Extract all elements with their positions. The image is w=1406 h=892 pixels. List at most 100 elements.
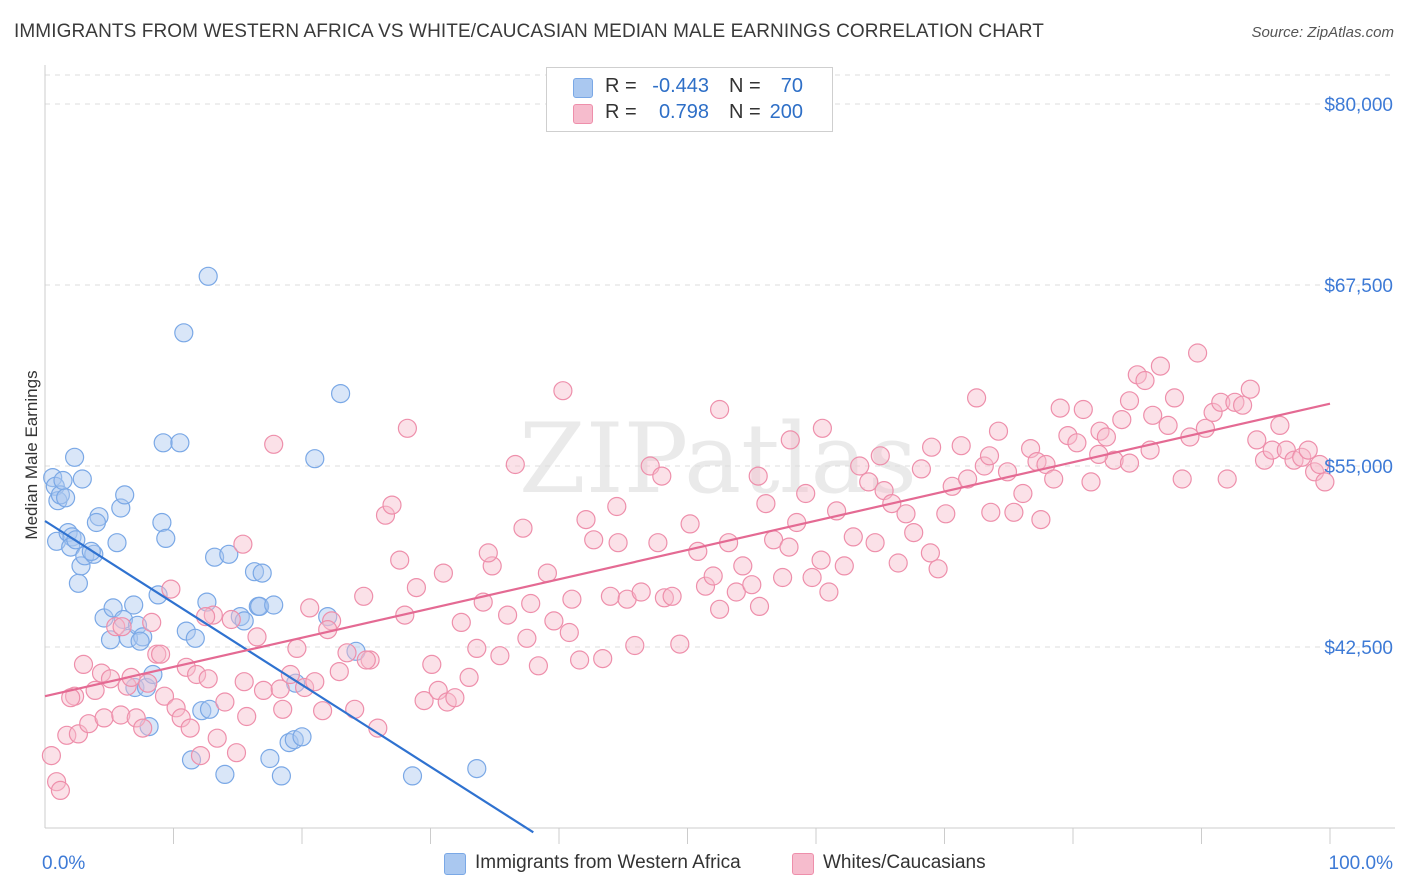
point-whites — [974, 456, 994, 476]
point-immigrants — [260, 748, 280, 769]
point-whites — [414, 690, 434, 711]
point-whites — [498, 605, 518, 625]
point-whites — [936, 504, 956, 524]
point-whites — [756, 494, 776, 514]
point-whites — [1187, 343, 1208, 363]
y-tick-label: $55,000 — [1324, 457, 1393, 478]
point-whites — [1232, 395, 1253, 415]
point-whites — [445, 688, 465, 708]
point-whites — [843, 527, 863, 547]
point-whites — [896, 504, 916, 524]
point-whites — [329, 661, 349, 682]
point-whites — [559, 622, 579, 643]
point-whites — [382, 495, 402, 515]
bottom-legend-label: Immigrants from Western Africa — [475, 852, 741, 873]
point-whites — [478, 543, 498, 563]
point-immigrants — [174, 323, 194, 343]
point-whites — [354, 586, 374, 606]
point-whites — [1164, 388, 1185, 408]
point-whites — [528, 656, 549, 676]
legend-row-immigrants: R = -0.443 N = 70 — [547, 75, 832, 101]
point-immigrants — [55, 488, 76, 508]
point-whites — [865, 533, 885, 553]
point-immigrants — [72, 469, 92, 489]
legend-r-label: R = — [605, 101, 637, 123]
point-whites — [749, 596, 770, 617]
point-whites — [709, 599, 730, 619]
point-whites — [337, 643, 357, 663]
point-whites — [553, 381, 573, 401]
point-whites — [648, 533, 668, 553]
point-whites — [1298, 440, 1318, 460]
point-immigrants — [153, 433, 173, 453]
point-immigrants — [86, 512, 107, 533]
point-whites — [748, 466, 768, 486]
watermark: ZIPatlas — [519, 403, 917, 515]
point-whites — [106, 617, 126, 637]
point-whites — [780, 430, 800, 450]
point-whites — [287, 638, 307, 659]
point-whites — [988, 421, 1009, 441]
point-whites — [61, 688, 81, 708]
point-whites — [812, 418, 833, 438]
point-whites — [607, 496, 627, 517]
y-axis-label: Median Male Earnings — [22, 370, 41, 539]
point-whites — [166, 698, 186, 718]
point-whites — [951, 436, 971, 456]
point-whites — [1050, 398, 1070, 418]
point-whites — [1013, 483, 1033, 504]
point-whites — [198, 669, 218, 689]
point-immigrants — [252, 563, 272, 583]
point-immigrants — [250, 596, 270, 617]
point-whites — [390, 550, 410, 570]
point-whites — [1073, 399, 1093, 420]
point-whites — [1203, 402, 1223, 422]
point-whites — [1172, 469, 1192, 489]
chart-title: IMMIGRANTS FROM WESTERN AFRICA VS WHITE/… — [14, 21, 1044, 42]
legend-r-label: R = — [605, 75, 637, 97]
point-whites — [562, 589, 582, 609]
point-whites — [253, 680, 274, 701]
legend-row-whites: R = 0.798 N = 200 — [547, 101, 832, 127]
point-whites — [1044, 469, 1064, 489]
x-tick-label: 0.0% — [42, 853, 85, 874]
point-whites — [600, 586, 621, 606]
point-whites — [112, 617, 132, 637]
point-whites — [709, 399, 730, 420]
point-whites — [1158, 415, 1178, 435]
point-immigrants — [181, 750, 202, 770]
point-whites — [356, 650, 376, 670]
point-immigrants — [244, 562, 265, 582]
trend-line-whites — [44, 402, 1331, 698]
point-whites — [850, 456, 870, 476]
point-whites — [138, 673, 158, 693]
y-tick-label: $67,500 — [1324, 276, 1393, 297]
point-immigrants — [127, 615, 148, 635]
point-immigrants — [113, 609, 134, 630]
legend-swatch-whites — [573, 104, 593, 124]
point-immigrants — [305, 449, 325, 469]
axes — [44, 65, 1395, 844]
point-whites — [1310, 454, 1330, 475]
point-whites — [779, 537, 799, 557]
point-whites — [234, 672, 254, 692]
point-whites — [593, 648, 613, 669]
correlation-legend: R = -0.443 N = 70 R = 0.798 N = 200 — [546, 67, 833, 132]
point-whites — [1081, 472, 1101, 492]
point-whites — [680, 514, 700, 534]
point-whites — [625, 635, 645, 656]
point-immigrants — [107, 533, 127, 553]
point-whites — [859, 472, 879, 492]
x-tick-label: 100.0% — [1329, 853, 1394, 874]
point-whites — [654, 588, 675, 608]
point-whites — [521, 593, 541, 614]
point-immigrants — [124, 595, 144, 615]
point-immigrants — [205, 547, 225, 567]
point-whites — [1211, 392, 1231, 412]
point-whites — [247, 627, 267, 647]
trend-lines — [44, 402, 1331, 834]
point-whites — [920, 543, 941, 563]
point-whites — [569, 650, 590, 670]
point-immigrants — [215, 764, 235, 785]
point-whites — [742, 575, 762, 595]
